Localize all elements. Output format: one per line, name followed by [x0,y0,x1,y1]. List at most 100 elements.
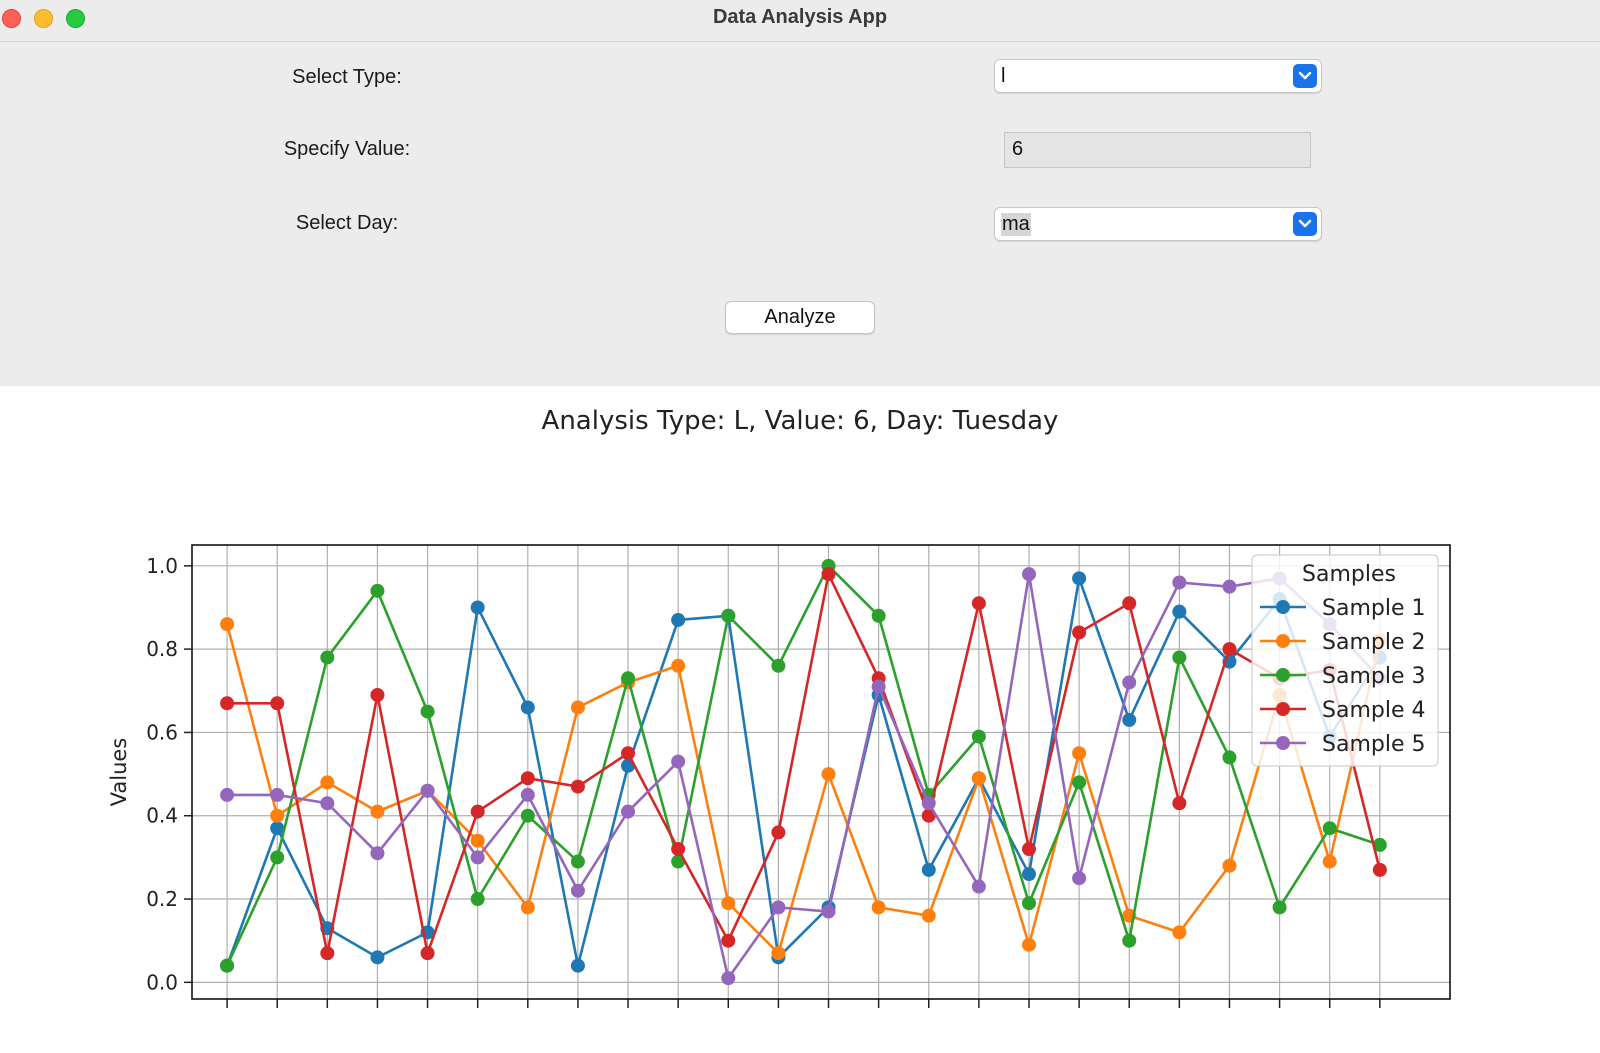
data-point-sample-5 [821,904,836,919]
data-point-sample-1 [1172,604,1187,619]
data-point-sample-4 [721,933,736,948]
data-point-sample-5 [1072,871,1087,886]
data-point-sample-5 [370,846,385,861]
data-point-sample-2 [921,908,936,923]
type-dropdown-value: l [1001,65,1006,87]
data-point-sample-4 [220,696,235,711]
data-point-sample-3 [1372,837,1387,852]
value-field-box[interactable] [1004,132,1311,168]
day-dropdown[interactable]: ma [994,207,1322,241]
y-tick-label: 0.6 [146,720,178,744]
value-field[interactable] [1012,138,1302,161]
data-point-sample-4 [420,946,435,961]
data-point-sample-2 [1322,854,1337,869]
data-point-sample-4 [621,746,636,761]
legend-swatch-marker [1276,702,1290,716]
data-point-sample-2 [270,808,285,823]
data-point-sample-5 [570,883,585,898]
data-point-sample-3 [1272,900,1287,915]
data-point-sample-4 [470,804,485,819]
data-point-sample-4 [1222,642,1237,657]
data-point-sample-4 [921,808,936,823]
analyze-button[interactable]: Analyze [725,301,875,334]
data-point-sample-5 [420,783,435,798]
controls-panel: Select Type: l Specify Value: Select Day… [0,42,1600,386]
data-point-sample-2 [1021,937,1036,952]
data-point-sample-3 [1172,650,1187,665]
series-line-sample-5 [227,572,1381,980]
data-point-sample-4 [270,696,285,711]
zoom-window-icon[interactable] [66,9,85,28]
plot-area [192,545,1450,999]
legend-entry-label: Sample 4 [1322,698,1425,723]
data-point-sample-2 [721,896,736,911]
legend-swatch-marker [1276,668,1290,682]
y-tick-label: 0.8 [146,637,178,661]
data-point-sample-2 [520,900,535,915]
data-point-sample-2 [771,946,786,961]
data-point-sample-2 [370,804,385,819]
data-point-sample-3 [1122,933,1137,948]
data-point-sample-3 [1222,750,1237,765]
data-point-sample-3 [470,892,485,907]
chevron-down-icon[interactable] [1293,64,1317,88]
y-tick-label: 0.4 [146,804,178,828]
close-window-icon[interactable] [2,9,21,28]
series-line-sample-2 [225,623,1382,955]
data-point-sample-4 [520,771,535,786]
data-point-sample-1 [671,612,686,627]
data-point-sample-3 [270,850,285,865]
legend-entry-label: Sample 1 [1322,596,1425,621]
data-point-sample-5 [921,796,936,811]
data-point-sample-2 [971,771,986,786]
data-point-sample-3 [621,671,636,686]
data-point-sample-3 [570,854,585,869]
data-point-sample-4 [570,779,585,794]
legend-swatch-marker [1276,634,1290,648]
y-tick-label: 1.0 [146,554,178,578]
data-point-sample-2 [1172,925,1187,940]
data-point-sample-5 [270,787,285,802]
y-tick-label: 0.0 [146,970,178,994]
y-tick-label: 0.2 [146,887,178,911]
data-point-sample-1 [921,862,936,877]
title-bar: Data Analysis App [0,0,1600,42]
data-point-sample-2 [320,775,335,790]
y-axis-label: Values [107,738,131,807]
window-title: Data Analysis App [712,6,888,28]
data-point-sample-1 [1072,571,1087,586]
chevron-down-icon[interactable] [1293,212,1317,236]
data-point-sample-4 [671,842,686,857]
legend-entry-label: Sample 3 [1322,664,1425,689]
data-point-sample-5 [1222,579,1237,594]
data-point-sample-1 [520,700,535,715]
data-point-sample-3 [971,729,986,744]
legend-entry-label: Sample 2 [1322,630,1425,655]
data-point-sample-3 [320,650,335,665]
data-point-sample-1 [570,958,585,973]
data-point-sample-3 [1021,896,1036,911]
minimize-window-icon[interactable] [34,9,53,28]
type-dropdown[interactable]: l [994,59,1322,93]
data-point-sample-4 [1122,596,1137,611]
data-point-sample-2 [821,767,836,782]
data-point-sample-5 [520,787,535,802]
data-point-sample-3 [220,958,235,973]
data-point-sample-5 [320,796,335,811]
data-point-sample-4 [971,596,986,611]
select-type-label: Select Type: [292,66,402,88]
series-line-sample-3 [225,564,1381,967]
data-point-sample-1 [1122,712,1137,727]
data-point-sample-3 [370,583,385,598]
specify-value-label: Specify Value: [283,138,411,160]
data-point-sample-1 [270,821,285,836]
data-point-sample-4 [320,946,335,961]
data-point-sample-1 [470,600,485,615]
data-point-sample-4 [1372,862,1387,877]
data-point-sample-1 [370,950,385,965]
data-point-sample-5 [1021,567,1036,582]
data-point-sample-2 [470,833,485,848]
data-point-sample-5 [621,804,636,819]
chart-title: Analysis Type: L, Value: 6, Day: Tuesday [541,406,1059,436]
